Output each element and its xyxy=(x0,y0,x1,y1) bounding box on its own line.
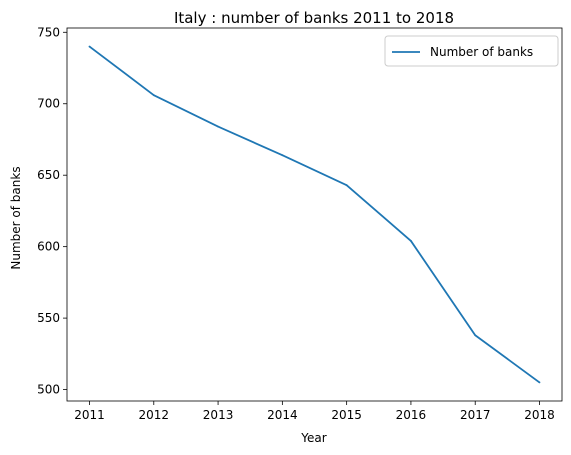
data-point xyxy=(410,240,412,242)
data-point xyxy=(88,45,91,48)
y-tick-label: 600 xyxy=(37,240,60,254)
x-axis: 2011 2012 2013 2014 2015 2016 2017 2018 xyxy=(74,401,555,422)
data-point xyxy=(538,381,541,384)
y-tick-label: 550 xyxy=(37,311,60,325)
data-point xyxy=(281,154,284,157)
data-point xyxy=(217,125,219,128)
legend: Number of banks xyxy=(384,35,559,67)
data-point xyxy=(474,334,477,337)
y-tick-label: 750 xyxy=(37,25,60,39)
x-tick-label: 2013 xyxy=(203,408,234,422)
x-tick-label: 2015 xyxy=(331,408,362,422)
chart-title: Italy : number of banks 2011 to 2018 xyxy=(174,9,454,27)
x-tick-label: 2012 xyxy=(139,408,170,422)
y-tick-label: 650 xyxy=(37,168,60,182)
x-tick-label: 2011 xyxy=(74,408,105,422)
data-point xyxy=(345,184,348,187)
x-tick-label: 2016 xyxy=(396,408,427,422)
data-point xyxy=(152,94,155,97)
y-tick-label: 700 xyxy=(37,97,60,111)
x-axis-label: Year xyxy=(300,431,326,445)
series-line-number-of-banks xyxy=(88,45,541,384)
x-tick-label: 2014 xyxy=(267,408,298,422)
legend-entry-number-of-banks: Number of banks xyxy=(430,45,533,59)
legend-box xyxy=(384,35,559,67)
y-tick-label: 500 xyxy=(37,383,60,397)
x-tick-label: 2017 xyxy=(460,408,491,422)
y-axis-label: Number of banks xyxy=(9,166,23,269)
y-axis: 500 550 600 650 700 750 xyxy=(37,25,67,397)
series-layer xyxy=(88,45,541,384)
x-tick-label: 2018 xyxy=(524,408,555,422)
